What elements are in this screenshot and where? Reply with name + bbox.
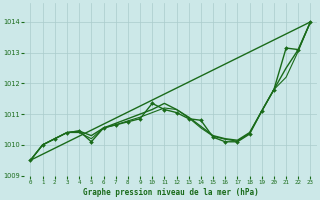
- X-axis label: Graphe pression niveau de la mer (hPa): Graphe pression niveau de la mer (hPa): [83, 188, 258, 197]
